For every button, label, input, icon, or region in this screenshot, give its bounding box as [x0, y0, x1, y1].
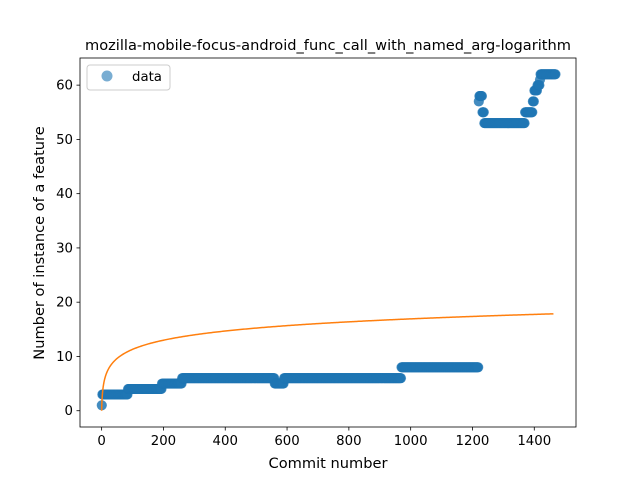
legend: data	[86, 64, 171, 91]
x-axis-title: Commit number	[269, 455, 388, 472]
x-tick-label: 0	[97, 434, 105, 449]
y-tick-label: 20	[56, 296, 73, 311]
y-axis-title: Number of instance of a feature	[31, 126, 48, 359]
legend-marker-data	[101, 70, 113, 82]
y-tick-label: 10	[56, 350, 73, 365]
plot-marks	[96, 69, 561, 411]
x-tick-label: 1200	[456, 434, 490, 449]
chart-title: mozilla-mobile-focus-android_func_call_w…	[85, 37, 571, 54]
fit-line	[100, 313, 554, 411]
data-point	[477, 90, 488, 101]
data-point	[527, 107, 538, 118]
x-tick-label: 600	[274, 434, 299, 449]
axes-frame	[79, 57, 577, 428]
data-point	[473, 362, 484, 373]
data-point	[550, 69, 561, 80]
y-tick-label: 0	[65, 404, 73, 419]
x-tick-label: 1400	[517, 434, 551, 449]
y-tick-label: 60	[56, 79, 73, 94]
x-tick-label: 400	[213, 434, 238, 449]
plot-area	[96, 69, 561, 411]
y-tick-label: 40	[56, 187, 73, 202]
data-point	[478, 107, 489, 118]
data-point	[519, 118, 530, 129]
legend-label-data: data	[132, 70, 162, 85]
x-tick-label: 1000	[394, 434, 428, 449]
axes: 0 200 400 600 800 1000 1200 1400 0 10 20 30 40 50 60	[56, 57, 577, 449]
y-tick-label: 50	[56, 133, 73, 148]
data-point	[528, 96, 539, 107]
x-tick-label: 800	[336, 434, 361, 449]
x-tick-label: 200	[151, 434, 176, 449]
data-point	[396, 373, 407, 384]
y-tick-label: 30	[56, 241, 73, 256]
